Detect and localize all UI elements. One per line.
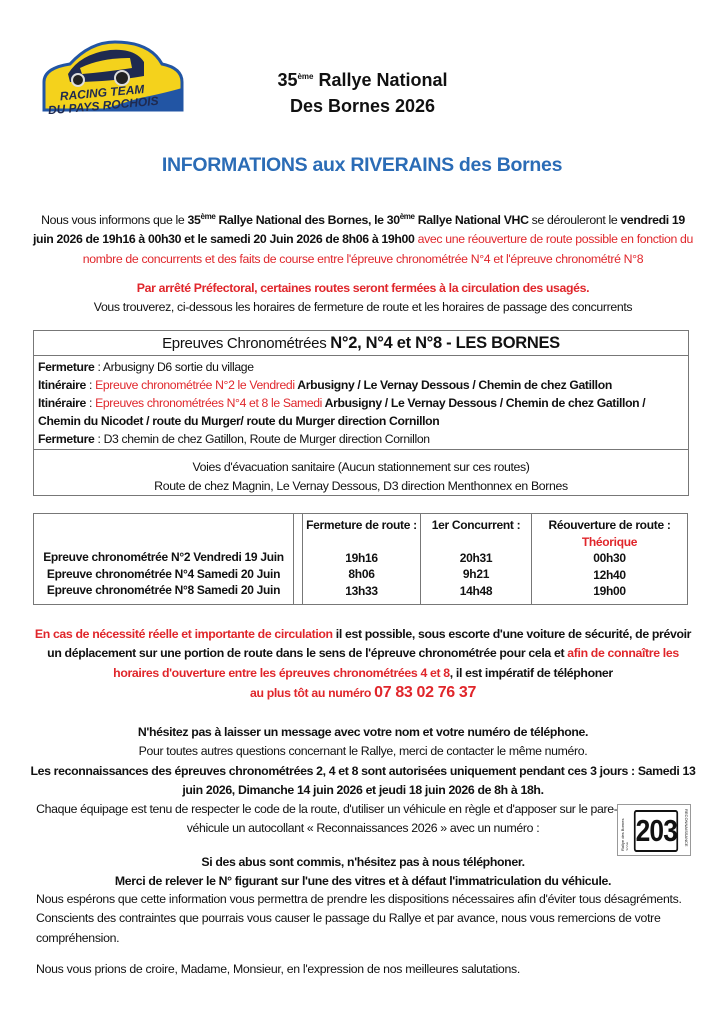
reopen-time: 19h00 [593, 584, 626, 598]
text-segment: 07 83 02 76 37 [374, 683, 477, 701]
stage-label: Epreuve chronométrée N°8 Samedi 20 Juin [46, 583, 281, 597]
reconnaissance-sticker: Rallye des Bornes 2026 203 RECONNAISSANC… [617, 804, 691, 856]
text-segment: , il est impératif de téléphoner [449, 665, 613, 680]
closure-line: Fermeture : D3 chemin de chez Gatillon, … [38, 430, 684, 448]
text-segment: Arbusigny / Le Vernay Dessous / Chemin d… [294, 378, 612, 392]
closing-column: Fermeture de route : 19h16 8h06 13h33 [302, 513, 421, 605]
text-segment: Merci de relever le N° figurant sur l'un… [114, 874, 612, 889]
column-header: Réouverture de route : [548, 518, 671, 532]
closing-time: 19h16 [345, 550, 378, 565]
first-competitor-column: 1er Concurrent : 20h31 9h21 14h48 [420, 513, 532, 605]
racing-team-logo: RACING TEAM DU PAYS ROCHOIS [40, 38, 185, 117]
closure-line: Fermeture : Arbusigny D6 sortie du villa… [38, 358, 684, 376]
text-segment: avec une réouverture de route possible e… [82, 232, 694, 266]
text-segment: Arbusigny / Le Vernay Dessous / Chemin d… [38, 396, 646, 428]
title-number: 35 [277, 70, 298, 90]
text-segment: : D3 chemin de chez Gatillon, Route de M… [94, 432, 431, 446]
text-segment: En cas de nécessité réelle et importante… [34, 627, 333, 641]
text-segment: Vous trouverez, ci-dessous les horaires … [93, 300, 633, 315]
text-segment: Rallye National des Bornes, le 30 [215, 213, 401, 228]
reopen-column: Réouverture de route : Théorique 00h30 1… [531, 513, 688, 605]
first-competitor-time: 9h21 [462, 567, 490, 581]
itinerary-line: Itinéraire : Epreuves chronométrées N°4 … [38, 394, 684, 430]
spacer-column [293, 513, 303, 605]
text-segment: : [85, 396, 96, 410]
text-segment: ème [200, 212, 216, 221]
prefectoral-notice: Par arrêté Préfectoral, certaines routes… [30, 279, 696, 318]
text-segment: Rallye National VHC [414, 213, 529, 228]
document-title: 35ème Rallye National Des Bornes 2026 [200, 64, 525, 119]
evacuation-routes: Route de chez Magnin, Le Vernay Dessous,… [154, 479, 568, 493]
title-line1: Rallye National [313, 70, 448, 90]
title-superscript: ème [297, 72, 314, 81]
first-competitor-time: 14h48 [459, 583, 493, 598]
text-segment: vendredi 19 juin 2026 de 19h16 à 00h30 e… [32, 213, 685, 247]
first-competitor-time: 20h31 [459, 550, 493, 565]
text-segment: Itinéraire [38, 378, 86, 392]
column-header: 1er Concurrent : [431, 518, 521, 532]
text-segment: : [85, 378, 96, 392]
closing-time: 8h06 [348, 567, 375, 581]
header-stages: N°2, N°4 et N°8 - LES BORNES [330, 334, 560, 352]
title-line2: Des Bornes 2026 [289, 96, 436, 116]
text-segment: Si des abus sont commis, n'hésitez pas à… [201, 854, 525, 869]
text-segment: Chaque équipage est tenu de respecter le… [36, 802, 690, 836]
reopen-time: 00h30 [593, 551, 626, 565]
stage-labels: Epreuve chronométrée N°2 Vendredi 19 Jui… [34, 514, 294, 605]
closing-paragraph: Nous espérons que cette information vous… [36, 892, 682, 945]
itinerary-line: Itinéraire : Epreuve chronométrée N°2 le… [38, 376, 684, 394]
sticker-side-right: RECONNAISSANCE [684, 809, 689, 847]
table-row: Epreuve chronométrée N°2 Vendredi 19 Jui… [34, 513, 688, 605]
evacuation-title: Voies d'évacuation sanitaire (Aucun stat… [192, 460, 530, 474]
column-header: Fermeture de route : [306, 518, 417, 532]
text-segment: ème [399, 212, 415, 221]
text-segment: se dérouleront le [528, 213, 621, 228]
sticker-number: 203 [633, 810, 679, 852]
text-segment: au plus tôt au numéro [249, 685, 375, 700]
text-segment: il est possible, sous escorte d'une voit… [47, 627, 692, 661]
page-heading: INFORMATIONS aux RIVERAINS des Bornes [161, 154, 563, 176]
evacuation-section: Voies d'évacuation sanitaire (Aucun stat… [34, 450, 688, 496]
text-segment: Par arrêté Préfectoral, certaines routes… [136, 281, 590, 295]
closures-box: Epreuves Chronométrées N°2, N°4 et N°8 -… [33, 330, 689, 496]
stage-label: Epreuve chronométrée N°4 Samedi 20 Juin [46, 566, 281, 581]
intro-paragraph: Nous vous informons que le 35ème Rallye … [30, 207, 696, 269]
text-segment: 35 [187, 213, 201, 228]
salutation: Nous vous prions de croire, Madame, Mons… [36, 962, 520, 976]
text-segment: Epreuves chronométrées N°4 et 8 le Samed… [95, 396, 323, 410]
text-segment: Les reconnaissances des épreuves chronom… [30, 763, 696, 797]
header-label: Epreuves Chronométrées [162, 335, 331, 352]
stage-label: Epreuve chronométrée N°2 Vendredi 19 Jui… [43, 550, 284, 564]
text-segment: : Arbusigny D6 sortie du village [94, 360, 254, 374]
reopen-time: 12h40 [593, 567, 626, 582]
closing-time: 13h33 [345, 583, 378, 598]
text-segment: Itinéraire [38, 396, 86, 410]
text-segment: Nous vous informons que le [41, 213, 188, 228]
reconnaissance-paragraph: N'hésitez pas à laisser un message avec … [30, 709, 696, 891]
text-segment: Fermeture [38, 360, 95, 374]
text-segment: afin de connaître les horaires d'ouvertu… [113, 646, 679, 680]
schedule-table: Epreuve chronométrée N°2 Vendredi 19 Jui… [33, 513, 688, 605]
sticker-side-left: Rallye des Bornes 2026 [620, 818, 628, 851]
text-segment: N'hésitez pas à laisser un message avec … [137, 725, 589, 739]
text-segment: Fermeture [38, 432, 95, 446]
closures-list: Fermeture : Arbusigny D6 sortie du villa… [34, 356, 688, 450]
text-segment: Pour toutes autres questions concernant … [138, 744, 588, 759]
text-segment: Epreuve chronométrée N°2 le Vendredi [95, 378, 295, 392]
emergency-circulation-paragraph: En cas de nécessité réelle et importante… [30, 625, 696, 703]
theoretical-note: Théorique [581, 534, 638, 549]
closures-header: Epreuves Chronométrées N°2, N°4 et N°8 -… [34, 331, 688, 356]
